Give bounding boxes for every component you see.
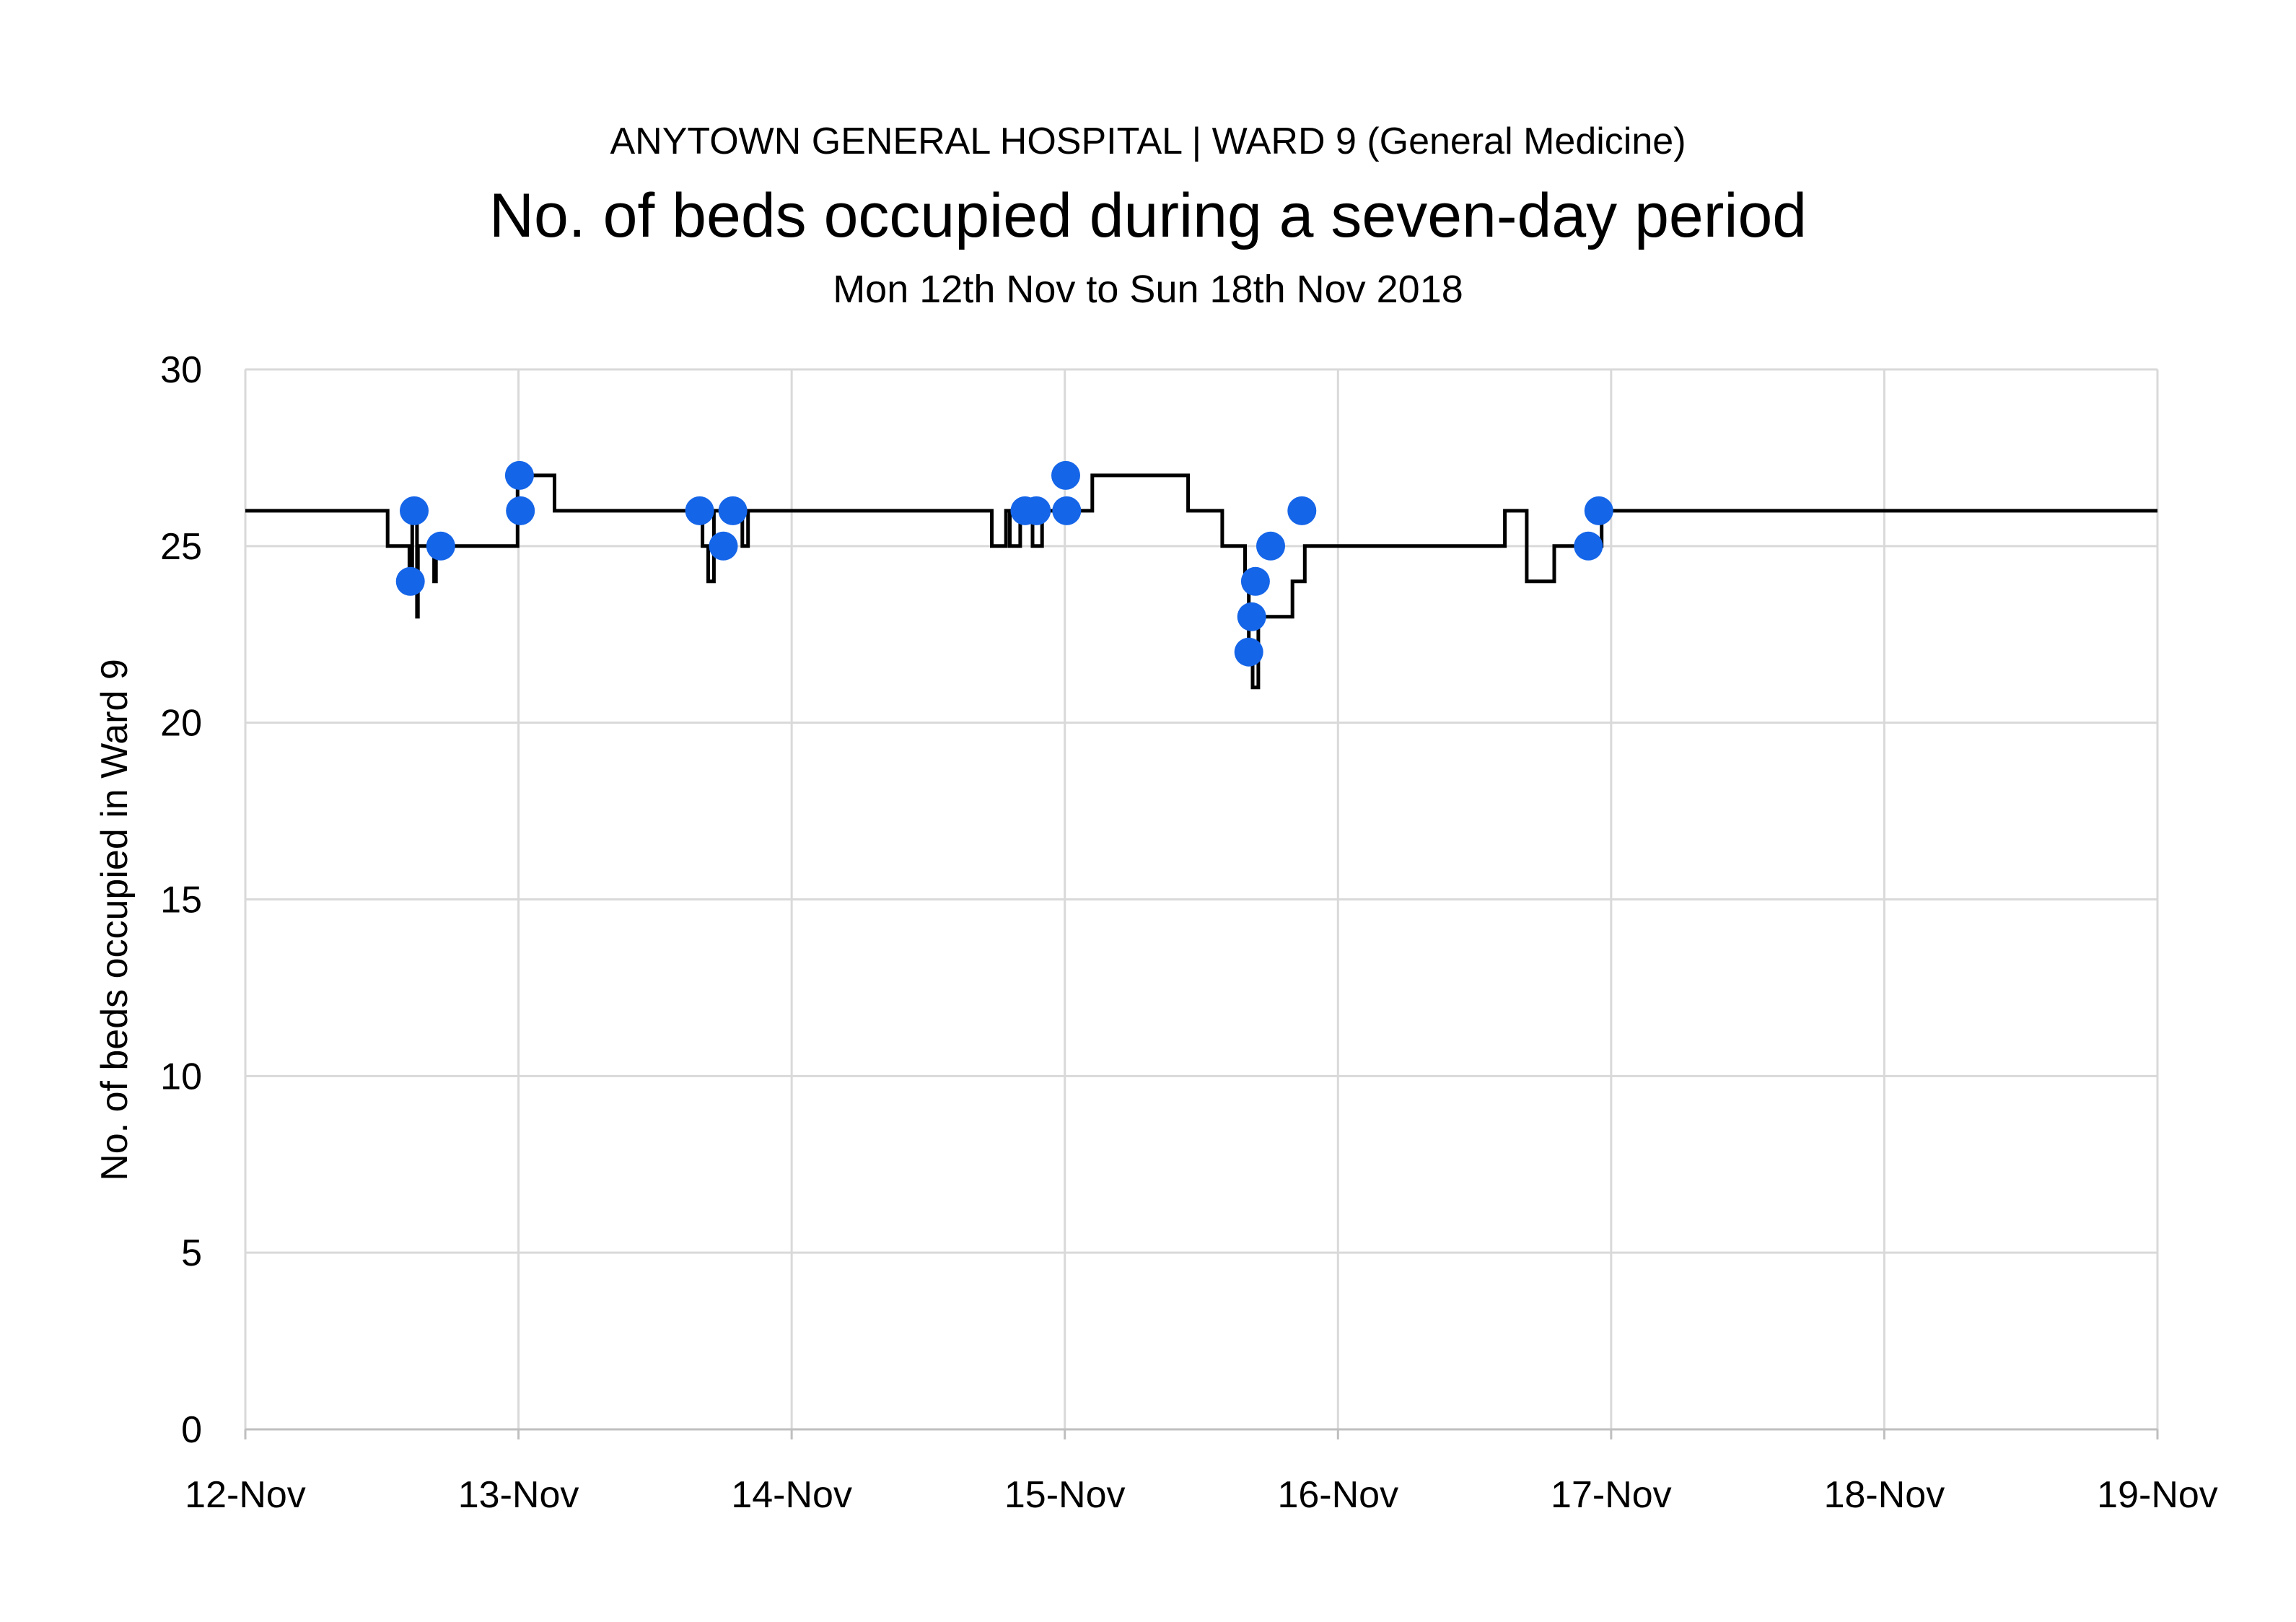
y-tick-label: 25 — [160, 526, 202, 568]
event-marker-point — [506, 496, 535, 525]
x-tick-label: 19-Nov — [2097, 1474, 2218, 1516]
event-marker-point — [1234, 637, 1263, 667]
event-marker-point — [504, 460, 534, 490]
y-tick-label: 30 — [160, 349, 202, 391]
grid-lines — [245, 368, 2159, 1429]
chart-supertitle: ANYTOWN GENERAL HOSPITAL | WARD 9 (Gener… — [610, 120, 1686, 162]
event-marker-point — [395, 566, 425, 596]
event-marker-point — [400, 496, 429, 525]
x-tick-label: 14-Nov — [731, 1474, 852, 1516]
x-tick-label: 12-Nov — [185, 1474, 306, 1516]
x-tick-label: 16-Nov — [1277, 1474, 1398, 1516]
y-tick-label: 0 — [181, 1409, 202, 1451]
y-tick-label: 20 — [160, 703, 202, 745]
x-tick-label: 15-Nov — [1004, 1474, 1126, 1516]
chart-subtitle: Mon 12th Nov to Sun 18th Nov 2018 — [833, 268, 1463, 311]
y-tick-label: 10 — [160, 1056, 202, 1097]
event-marker-point — [1574, 531, 1603, 561]
event-marker-point — [718, 496, 748, 525]
event-marker-point — [426, 531, 455, 561]
plot-axes — [244, 369, 2159, 1439]
y-tick-label: 5 — [181, 1232, 202, 1274]
event-markers — [395, 460, 1613, 667]
x-tick-label: 17-Nov — [1551, 1474, 1672, 1516]
tick-labels: 0 5 10 15 20 25 30 12-Nov 13-Nov 14-Nov 15-Nov 16-N… — [160, 349, 2218, 1516]
x-tick-label: 18-Nov — [1824, 1474, 1945, 1516]
event-marker-point — [1237, 602, 1266, 631]
event-marker-point — [1051, 460, 1080, 490]
event-marker-point — [685, 496, 714, 525]
event-marker-point — [1052, 496, 1082, 525]
y-tick-label: 15 — [160, 880, 202, 921]
event-marker-point — [1256, 531, 1285, 561]
x-tick-label: 13-Nov — [458, 1474, 579, 1516]
event-marker-point — [1240, 566, 1270, 596]
event-marker-point — [1022, 496, 1051, 525]
event-marker-point — [709, 531, 738, 561]
event-marker-point — [1584, 496, 1613, 525]
event-marker-point — [1287, 496, 1317, 525]
chart-title: No. of beds occupied during a seven-day … — [488, 181, 1808, 250]
